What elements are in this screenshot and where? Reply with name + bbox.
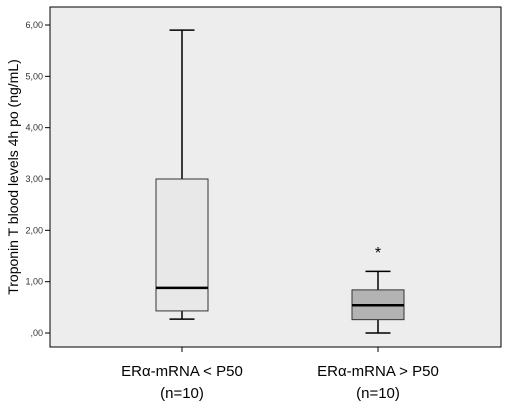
category-label-line2: (n=10) (160, 385, 204, 402)
interquartile-box (155, 178, 209, 312)
category-labels: ERα-mRNA < P50 (n=10) ERα-mRNA > P50 (n=10) (121, 347, 439, 402)
y-tick-label: 5,00 (25, 71, 43, 81)
y-tick-label: 2,00 (25, 225, 43, 235)
y-axis-label: Troponin T blood levels 4h po (ng/mL) (5, 59, 21, 295)
box-series: * (155, 29, 405, 334)
category-label-line2: (n=10) (356, 385, 400, 402)
y-tick-label: 1,00 (25, 277, 43, 287)
y-tick-label: 4,00 (25, 123, 43, 133)
category-label-line1: ERα-mRNA < P50 (121, 363, 243, 380)
box-1 (155, 29, 209, 320)
category-label-line1: ERα-mRNA > P50 (317, 363, 439, 380)
box-2: * (351, 245, 405, 334)
y-axis-ticks: ,00 1,00 2,00 3,00 4,00 5,00 6,00 (25, 20, 50, 338)
outlier-marker: * (375, 245, 381, 262)
plot-area (49, 6, 502, 348)
y-tick-label: ,00 (30, 328, 43, 338)
y-tick-label: 3,00 (25, 174, 43, 184)
y-tick-label: 6,00 (25, 20, 43, 30)
